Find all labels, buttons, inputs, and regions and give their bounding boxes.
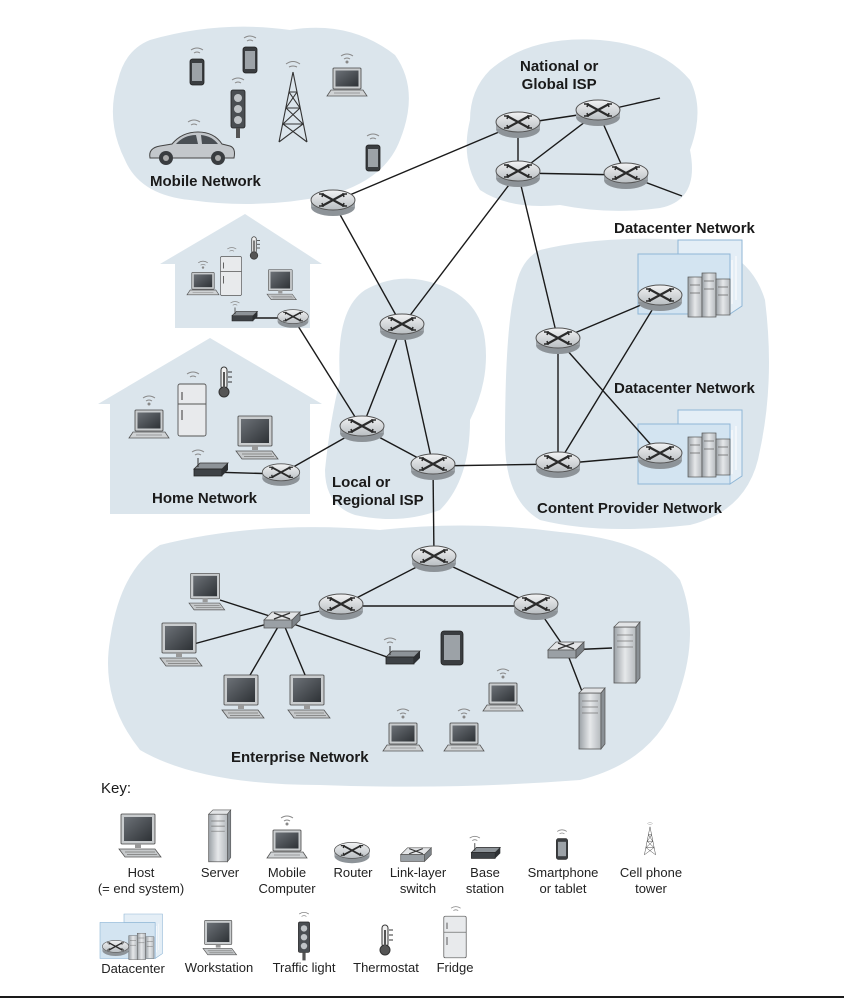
key-label-line1: Smartphone [527,865,599,880]
key-server-icon [208,809,232,863]
regional-isp-label-line2: Regional ISP [332,492,424,509]
key-label-switch: Link-layer switch [390,865,446,897]
server-icon [578,687,606,750]
key-switch-icon [400,847,432,862]
server-icon [613,621,641,684]
switch-icon [263,611,301,629]
regional-isp-label: Local or Regional ISP [332,474,424,510]
key-laptop-icon [266,815,308,859]
router-mobile [309,188,357,218]
key-label-datacenter: Datacenter [101,961,165,977]
key-label-line1: Fridge [436,960,474,975]
tablet-icon [440,630,464,666]
global-isp-label: National or Global ISP [520,58,598,94]
host-icon [221,674,265,719]
home-network-label: Home Network [152,490,258,507]
router-enterprise-3 [512,592,560,622]
host-icon [159,622,203,667]
key-fridge-icon [443,906,467,959]
global-isp-label-line1: National or [520,58,599,75]
content-provider-label: Content Provider Network [537,500,723,517]
key-workstation-icon [202,919,238,956]
key-label-traffic-light: Traffic light [273,960,336,976]
key-label-line1: Mobile [267,865,307,880]
router-content-1 [534,326,582,356]
key-cell-tower-icon [644,822,656,856]
home-network-house [98,338,322,514]
key-base-station-icon [469,835,501,859]
workstation-icon [188,572,226,611]
datacenter-2-servers [687,432,731,478]
router-enterprise-2 [317,592,365,622]
key-label-smartphone: Smartphone or tablet [528,865,599,897]
key-label-line2: switch [399,881,437,896]
key-label-line2: or tablet [539,881,587,896]
key-label-line1: Server [200,865,240,880]
key-label-line1: Thermostat [353,960,419,975]
key-label-line1: Traffic light [272,960,336,975]
global-isp-label-line2: Global ISP [521,76,597,93]
key-label-line1: Router [333,865,373,880]
datacenter-1-servers [687,272,731,318]
bottom-rule [0,996,844,998]
router-regional-1 [378,312,426,342]
host-icon [235,415,279,460]
key-label-line1: Datacenter [101,961,165,976]
mobile-network-label: Mobile Network [150,173,261,190]
key-label-workstation: Workstation [185,960,253,976]
key-label-line1: Workstation [184,960,254,975]
key-router-icon [333,841,371,865]
key-label-line1: Link-layer [389,865,447,880]
enterprise-network-label: Enterprise Network [231,749,369,766]
router-content-2 [534,450,582,480]
key-label-cell-tower: Cell phone tower [620,865,682,897]
key-label-base-station: Base station [466,865,504,897]
key-label-server: Server [201,865,239,881]
key-label-line2: Computer [258,881,316,896]
router-datacenter-1 [636,283,684,313]
router-regional-2 [338,414,386,444]
key-label-line1: Cell phone [619,865,683,880]
switch-icon [547,641,585,659]
router-global-2 [574,98,622,128]
key-title: Key: [101,780,132,797]
key-label-thermostat: Thermostat [353,960,419,976]
host-icon [287,674,331,719]
key-label-line1: Host [127,865,155,880]
key-label-mobile-computer: Mobile Computer [258,865,315,897]
key-label-line2: tower [635,881,667,896]
datacenter-network-label-1: Datacenter Network [614,220,755,237]
regional-isp-label-line1: Local or [332,474,391,491]
router-datacenter-2 [636,441,684,471]
key-thermostat-icon [379,924,394,956]
key-host-icon [118,813,162,858]
key-label-router: Router [333,865,372,881]
router-global-4 [602,161,650,191]
router-home-1 [276,308,310,329]
datacenter-network-label-2: Datacenter Network [614,380,755,397]
router-global-3 [494,159,542,189]
router-global-1 [494,110,542,140]
key-datacenter-icon [99,913,163,960]
key-smartphone-icon [556,829,568,860]
key-label-fridge: Fridge [437,960,474,976]
key-label-host: Host (= end system) [98,865,184,897]
key-label-line2: (= end system) [97,881,185,896]
key-label-line1: Base [470,865,500,880]
router-enterprise-1 [410,544,458,574]
host-icon [266,269,297,301]
key-traffic-light-icon [297,911,311,961]
router-home-2 [261,462,301,487]
key-label-line2: station [465,881,505,896]
